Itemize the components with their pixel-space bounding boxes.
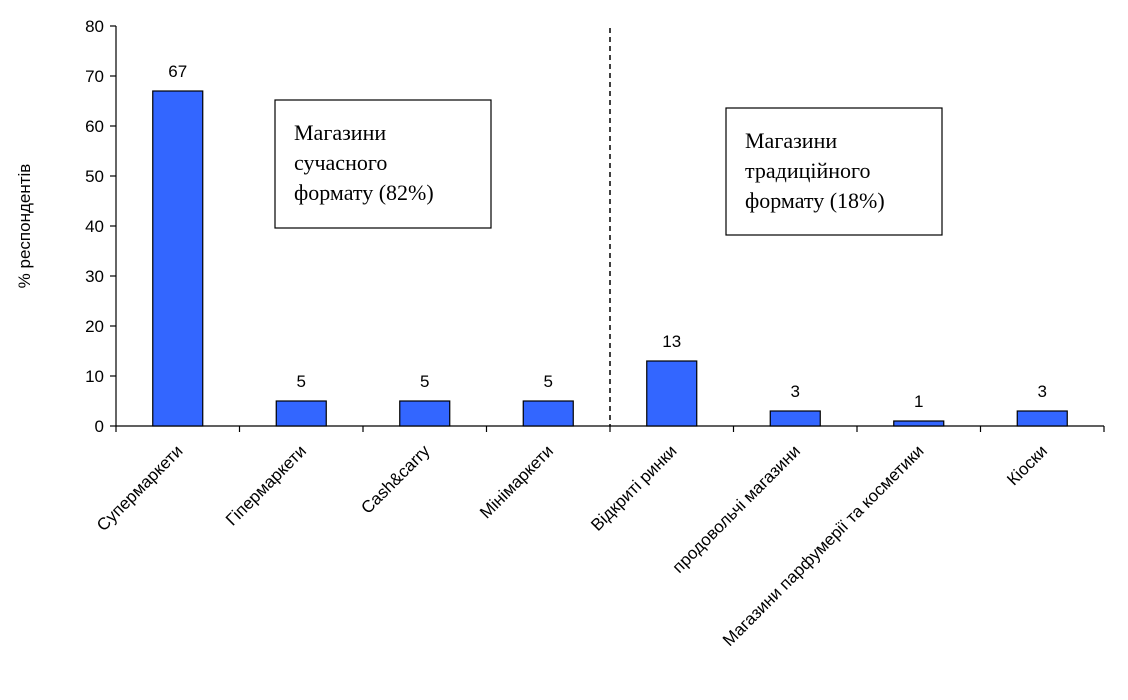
category-label: Супермаркети bbox=[93, 441, 187, 535]
bar-value-label: 1 bbox=[914, 392, 923, 411]
y-tick-label: 80 bbox=[85, 17, 104, 36]
category-label: Магазини парфумерії та косметики bbox=[719, 441, 928, 650]
annotation-text: формату (82%) bbox=[294, 180, 434, 205]
y-axis-title: % респондентів bbox=[15, 164, 34, 289]
y-tick-label: 20 bbox=[85, 317, 104, 336]
bar bbox=[275, 400, 327, 427]
bar-value-label: 5 bbox=[297, 372, 306, 391]
category-label: Відкриті ринки bbox=[587, 441, 680, 534]
bar bbox=[152, 90, 204, 427]
category-label: Мінімаркети bbox=[476, 441, 557, 522]
annotation-text: сучасного bbox=[294, 150, 387, 175]
bar bbox=[893, 420, 945, 427]
bar bbox=[769, 410, 821, 427]
bar-value-label: 67 bbox=[168, 62, 187, 81]
annotation-boxes: Магазини сучасного формату (82%) Магазини тр… bbox=[274, 99, 943, 236]
annotation-text: Магазини bbox=[745, 128, 837, 153]
y-tick-label: 10 bbox=[85, 367, 104, 386]
y-tick-label: 70 bbox=[85, 67, 104, 86]
annotation-text: формату (18%) bbox=[745, 188, 885, 213]
bar bbox=[646, 360, 698, 427]
bar-value-label: 5 bbox=[544, 372, 553, 391]
annotation-box bbox=[725, 107, 943, 236]
bar-value-label: 3 bbox=[791, 382, 800, 401]
y-tick-label: 30 bbox=[85, 267, 104, 286]
bar-value-label: 13 bbox=[662, 332, 681, 351]
x-axis bbox=[115, 425, 1105, 432]
annotation-text: Магазини bbox=[294, 120, 386, 145]
y-tick-label: 40 bbox=[85, 217, 104, 236]
category-label: Cash&carry bbox=[357, 441, 434, 518]
bars bbox=[152, 90, 1068, 427]
y-tick-label: 50 bbox=[85, 167, 104, 186]
annotation-text: традиційного bbox=[745, 158, 871, 183]
category-label: Гіпермаркети bbox=[222, 441, 310, 529]
bar bbox=[522, 400, 574, 427]
category-labels: Супермаркети Гіпермаркети Cash&carry Мініма… bbox=[93, 441, 1051, 650]
category-label: продовольчі магазини bbox=[669, 441, 804, 576]
bar-value-label: 5 bbox=[420, 372, 429, 391]
y-tick-label: 60 bbox=[85, 117, 104, 136]
bar-value-label: 3 bbox=[1038, 382, 1047, 401]
bar bbox=[399, 400, 451, 427]
bar bbox=[1016, 410, 1068, 427]
annotation-box bbox=[274, 99, 492, 229]
y-axis: 0 10 20 30 40 50 60 70 80 bbox=[85, 17, 117, 436]
y-tick-label: 0 bbox=[95, 417, 104, 436]
category-label: Кіоски bbox=[1003, 441, 1051, 489]
